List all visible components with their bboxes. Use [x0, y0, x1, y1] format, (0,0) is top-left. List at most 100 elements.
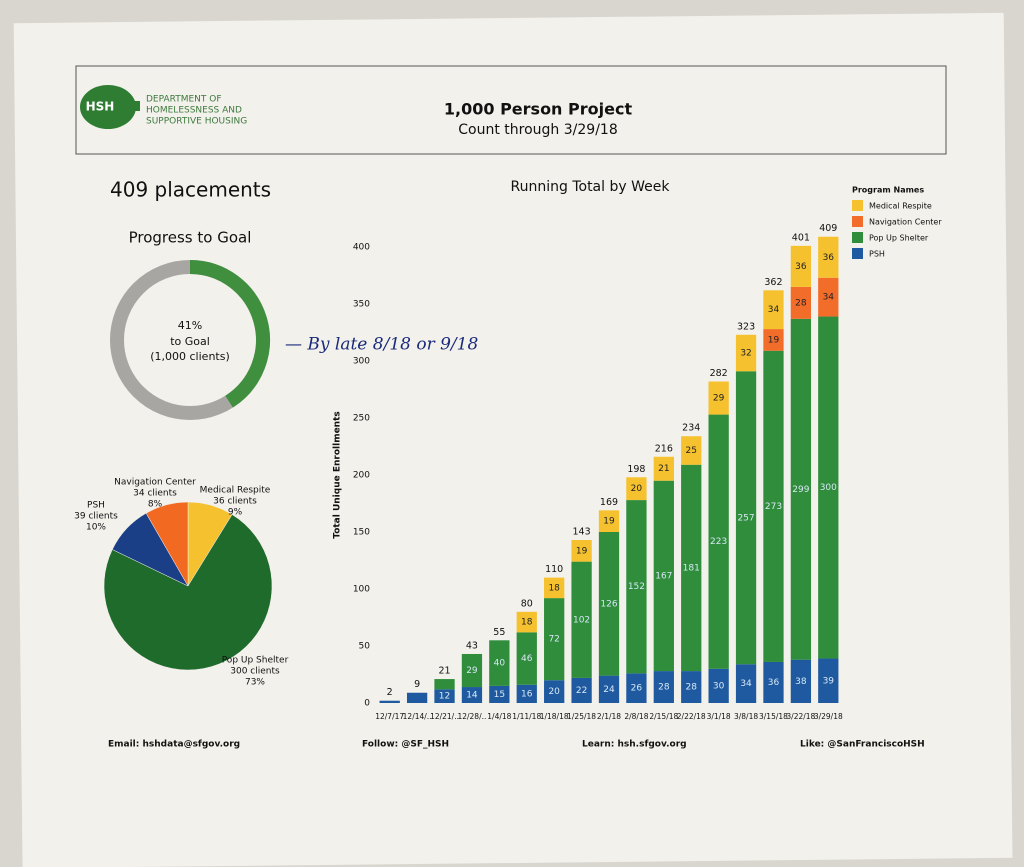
total-label: 362: [764, 277, 782, 288]
legend-swatch: [852, 248, 863, 259]
bar-segment: [681, 671, 702, 703]
x-tick-label: 2/22/18: [677, 712, 706, 721]
total-label: 169: [600, 497, 618, 508]
footer-item: Learn: hsh.sfgov.org: [582, 740, 687, 750]
segment-label: 28: [686, 683, 698, 693]
segment-label: 152: [628, 582, 645, 592]
pie-category: Pop Up Shelter: [222, 656, 289, 666]
segment-label: 257: [737, 513, 754, 523]
x-tick-label: 1/11/18: [512, 712, 541, 721]
segment-label: 223: [710, 537, 727, 547]
bar-segment: [406, 692, 428, 703]
total-label: 143: [573, 526, 591, 537]
legend-title: Program Names: [852, 186, 924, 195]
pie-slice: [103, 514, 273, 671]
bar-segment: [544, 577, 565, 599]
total-label: 409: [819, 223, 837, 234]
bar-segment: [735, 334, 757, 372]
bar-segment: [516, 632, 537, 685]
footer-item: Email: hshdata@sfgov.org: [108, 740, 240, 750]
total-label: 216: [655, 443, 673, 454]
chart-title: Progress to Goal: [129, 229, 252, 247]
y-tick-label: 400: [353, 243, 370, 253]
legend-label: PSH: [869, 250, 885, 259]
x-tick-label: 3/15/18: [759, 712, 788, 721]
y-tick-label: 100: [353, 585, 370, 595]
bar-segment: [818, 277, 839, 317]
segment-label: 181: [683, 563, 700, 573]
segment-label: 126: [600, 599, 617, 609]
segment-label: 22: [576, 686, 587, 696]
legend-swatch: [852, 200, 863, 211]
bar-segment: [735, 371, 757, 665]
segment-label: 20: [631, 484, 643, 494]
bar-segment: [489, 640, 510, 686]
segment-label: 25: [686, 446, 697, 456]
bar-segment: [763, 350, 784, 662]
bar-segment: [571, 561, 592, 678]
total-label: 401: [792, 232, 810, 243]
pie-slice: [145, 501, 189, 587]
segment-label: 21: [658, 464, 669, 474]
subtitle: Count through 3/29/18: [458, 122, 617, 138]
bar-segment: [461, 653, 483, 688]
bar-segment: [434, 679, 455, 690]
bar-segment: [626, 477, 647, 501]
pie-value: 34 clients: [133, 489, 177, 499]
bar-segment: [544, 598, 565, 681]
segment-label: 29: [466, 666, 478, 676]
total-label: 282: [710, 368, 728, 379]
bar-segment: [708, 381, 729, 415]
bar-segment: [735, 664, 757, 703]
pie-percent: 73%: [245, 678, 265, 688]
bar-segment: [653, 456, 674, 481]
bar-segment: [708, 668, 729, 703]
bar-segment: [571, 539, 592, 562]
total-label: 9: [414, 679, 420, 690]
bar-segment: [516, 611, 537, 633]
y-tick-label: 0: [364, 699, 370, 709]
logo: [80, 85, 136, 129]
pie-value: 36 clients: [213, 497, 257, 507]
bar-segment: [790, 286, 812, 319]
bar-segment: [379, 700, 400, 703]
segment-label: 167: [655, 571, 672, 581]
x-tick-label: 12/28/..: [457, 712, 486, 721]
total-label: 110: [545, 564, 563, 575]
pie-category: PSH: [87, 501, 105, 511]
legend-label: Navigation Center: [869, 218, 942, 227]
chart-title: Running Total by Week: [511, 179, 671, 195]
bar-segment: [544, 680, 565, 703]
bar-segment: [653, 671, 674, 703]
segment-label: 16: [521, 689, 533, 699]
total-label: 234: [682, 423, 700, 434]
donut-text: to Goal: [170, 335, 210, 348]
pie-category: Navigation Center: [114, 478, 196, 488]
bar-segment: [598, 675, 620, 703]
department: HOMELESSNESS AND: [146, 106, 242, 116]
bar-segment: [790, 659, 812, 703]
x-tick-label: 12/21/..: [430, 712, 459, 721]
segment-label: 34: [740, 679, 752, 689]
segment-label: 28: [795, 298, 807, 308]
total-label: 43: [466, 640, 478, 651]
footer-item: Follow: @SF_HSH: [362, 740, 449, 750]
x-tick-label: 1/25/18: [567, 712, 596, 721]
segment-label: 40: [494, 659, 506, 669]
x-tick-label: 12/7/17: [375, 712, 404, 721]
segment-label: 12: [439, 692, 450, 702]
x-tick-label: 2/8/18: [624, 712, 648, 721]
y-axis-label: Total Unique Enrollments: [333, 411, 343, 539]
segment-label: 20: [548, 687, 560, 697]
x-tick-label: 1/18/18: [540, 712, 569, 721]
bar-segment: [763, 290, 784, 330]
x-tick-label: 3/22/18: [786, 712, 815, 721]
x-tick-label: 3/8/18: [734, 712, 758, 721]
segment-label: 19: [768, 335, 780, 345]
bar-segment: [818, 658, 839, 703]
bar-segment: [818, 236, 839, 278]
x-tick-label: 2/1/18: [597, 712, 621, 721]
segment-label: 299: [792, 485, 809, 495]
footer-item: Like: @SanFranciscoHSH: [800, 740, 925, 750]
y-tick-label: 250: [353, 414, 370, 424]
